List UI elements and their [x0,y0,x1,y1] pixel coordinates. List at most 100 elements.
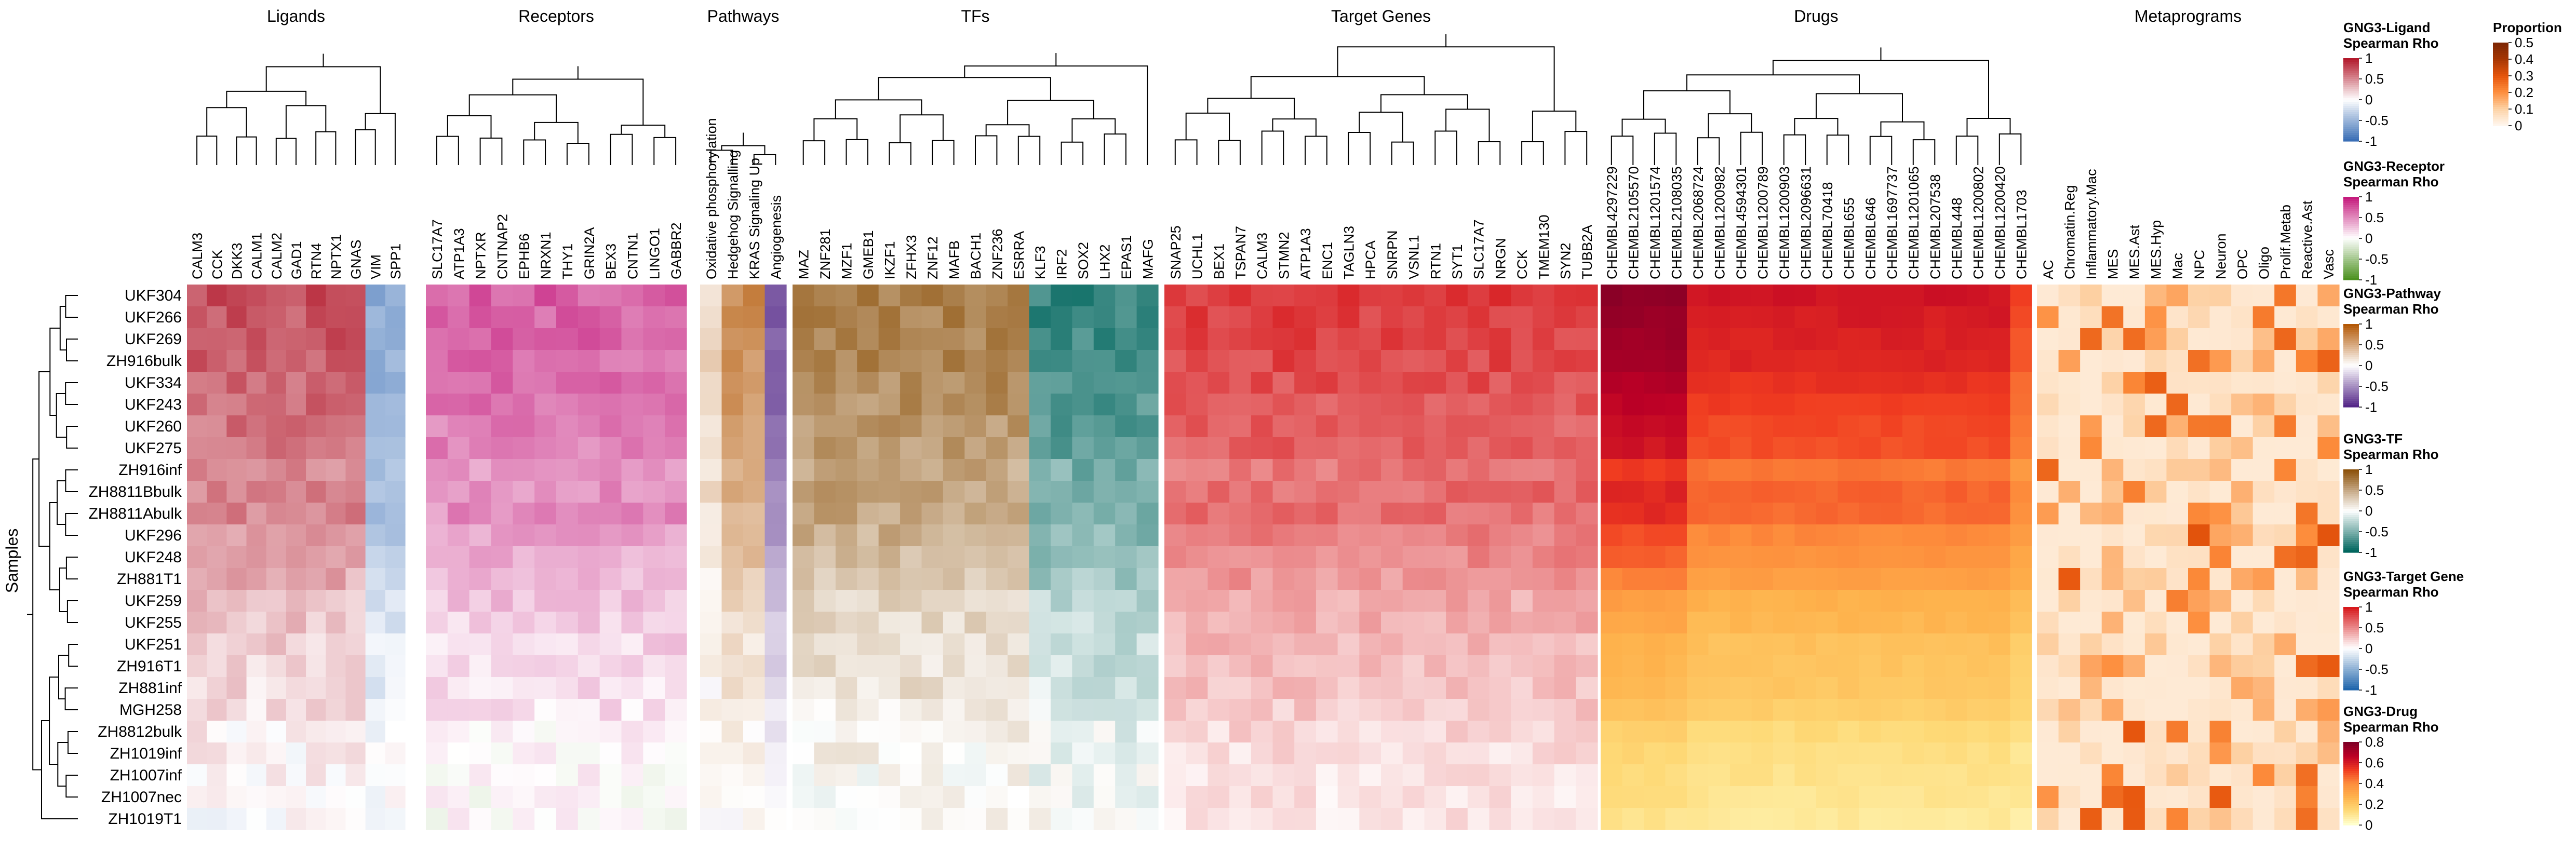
dendrogram-branch [1185,112,1230,141]
heatmap-cell [1272,590,1295,612]
heatmap-cell [345,742,366,765]
legend-swatch [2343,548,2359,551]
heatmap-cell [643,459,665,481]
heatmap-cell [964,503,987,525]
heatmap-cell [964,808,987,830]
heatmap-cell [345,372,366,394]
heatmap-cell [1967,655,1989,678]
heatmap-cell [1532,786,1555,808]
heatmap-cell [1050,568,1072,590]
heatmap-cell [1164,786,1187,808]
heatmap-cell [556,721,579,743]
heatmap-cell [1208,394,1230,416]
heatmap-cell [2010,568,2032,590]
heatmap-cell [743,699,766,721]
heatmap-cell [1644,481,1666,503]
legend-swatch [2343,403,2359,406]
heatmap-cell [743,808,766,830]
heatmap-cell [226,808,247,830]
heatmap-cell [2252,481,2275,503]
heatmap-cell [599,612,622,634]
heatmap-cell [1881,808,1903,830]
heatmap-cell [447,524,470,547]
heatmap-cell [643,677,665,699]
heatmap-cell [1489,481,1511,503]
heatmap-cell [1837,328,1860,350]
heatmap-cell [900,350,922,372]
heatmap-cell [1794,568,1817,590]
heatmap-cell [1730,677,1752,699]
heatmap-cell [1730,372,1752,394]
dendrogram-branch [1869,136,1893,165]
heatmap-cell [1164,481,1187,503]
legend-swatch [2343,382,2359,385]
row-label: UKF248 [125,549,182,566]
heatmap-cell [1008,721,1030,743]
heatmap-cell [2188,350,2210,372]
dendrogram-branch [1305,136,1327,165]
heatmap-cell [426,742,448,765]
heatmap-cell [2209,655,2232,678]
heatmap-cell [665,742,687,765]
heatmap-cell [1359,699,1381,721]
heatmap-cell [2058,742,2081,765]
heatmap-cell [1072,459,1094,481]
legend-swatch [2493,59,2508,62]
dendrogram-branch [1794,118,1839,136]
heatmap-cell [1008,372,1030,394]
heatmap-cell [857,764,879,787]
heatmap-cell [1316,568,1338,590]
heatmap-cell [1687,481,1709,503]
heatmap-cell [900,524,922,547]
legend-swatch [2343,642,2359,645]
heatmap-cell [743,350,766,372]
legend-swatch [2343,104,2359,106]
heatmap-cell [878,481,901,503]
heatmap-cell [2101,306,2124,329]
heatmap-cell [2252,808,2275,830]
heatmap-cell [2317,786,2340,808]
heatmap-cell [2188,437,2210,460]
heatmap-cell [1532,459,1555,481]
heatmap-cell [721,546,744,569]
heatmap-cell [1601,306,1623,329]
heatmap-cell [1989,524,2011,547]
heatmap-cell [921,764,944,787]
heatmap-cell [1467,481,1490,503]
heatmap-cell [1511,459,1533,481]
heatmap-cell [1967,699,1989,721]
dendrogram-branch [265,66,381,114]
heatmap-cell [1208,481,1230,503]
block-title-receptors: Receptors [518,7,594,25]
heatmap-cell [1751,764,1774,787]
heatmap-cell [700,786,722,808]
heatmap-cell [1251,721,1273,743]
legend-tick-label: -0.5 [2365,661,2389,677]
heatmap-cell [556,372,579,394]
heatmap-cell [878,568,901,590]
heatmap-cell [1532,306,1555,329]
heatmap-cell [1751,808,1774,830]
heatmap-cell [1601,742,1623,765]
heatmap-cell [2166,568,2189,590]
heatmap-cell [1402,546,1425,569]
heatmap-cell [1446,503,1468,525]
heatmap-cell [578,699,600,721]
heatmap-cell [1794,437,1817,460]
heatmap-cell [326,699,346,721]
heatmap-cell [1050,590,1072,612]
heatmap-cell [665,699,687,721]
legend-swatch [2343,370,2359,372]
heatmap-cell [1665,612,1687,634]
heatmap-cell [1164,612,1187,634]
heatmap-cell [2037,786,2059,808]
legend-swatch [2343,251,2359,253]
heatmap-cell [1164,524,1187,547]
heatmap-cell [2231,612,2253,634]
heatmap-cell [1773,350,1795,372]
heatmap-cell [2166,677,2189,699]
heatmap-cell [1859,677,1882,699]
heatmap-cell [1337,808,1360,830]
legend-swatch [2343,201,2359,204]
legend-swatch [2343,651,2359,653]
